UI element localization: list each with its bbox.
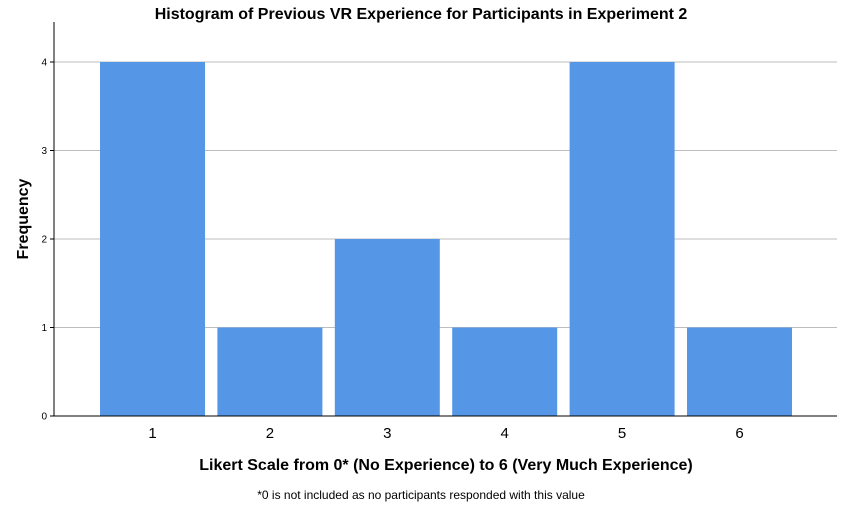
y-tick-label: 2 xyxy=(41,235,47,246)
y-tick-label: 4 xyxy=(41,58,47,69)
x-tick-label: 3 xyxy=(383,425,391,442)
chart-title: Histogram of Previous VR Experience for … xyxy=(155,6,688,23)
y-tick-label: 1 xyxy=(41,323,47,334)
bar-2 xyxy=(217,327,323,416)
bar-6 xyxy=(687,327,792,416)
x-axis-title: Likert Scale from 0* (No Experience) to … xyxy=(199,457,693,474)
y-tick-labels: 0 1 2 3 4 xyxy=(41,58,54,423)
y-tick-label: 3 xyxy=(41,146,47,157)
x-tick-label: 1 xyxy=(148,425,156,442)
x-tick-labels: 1 2 3 4 5 6 xyxy=(148,425,743,442)
y-tick-label: 0 xyxy=(41,412,47,423)
x-tick-label: 4 xyxy=(501,425,509,442)
bar-3 xyxy=(334,239,440,416)
footnote: *0 is not included as no participants re… xyxy=(257,488,585,502)
bar-1 xyxy=(100,62,205,416)
x-tick-label: 2 xyxy=(266,425,274,442)
bars xyxy=(100,62,792,416)
bar-5 xyxy=(569,62,675,416)
x-tick-label: 6 xyxy=(735,425,743,442)
x-tick-label: 5 xyxy=(618,425,626,442)
y-axis-title: Frequency xyxy=(15,178,32,259)
bar-4 xyxy=(452,327,558,416)
